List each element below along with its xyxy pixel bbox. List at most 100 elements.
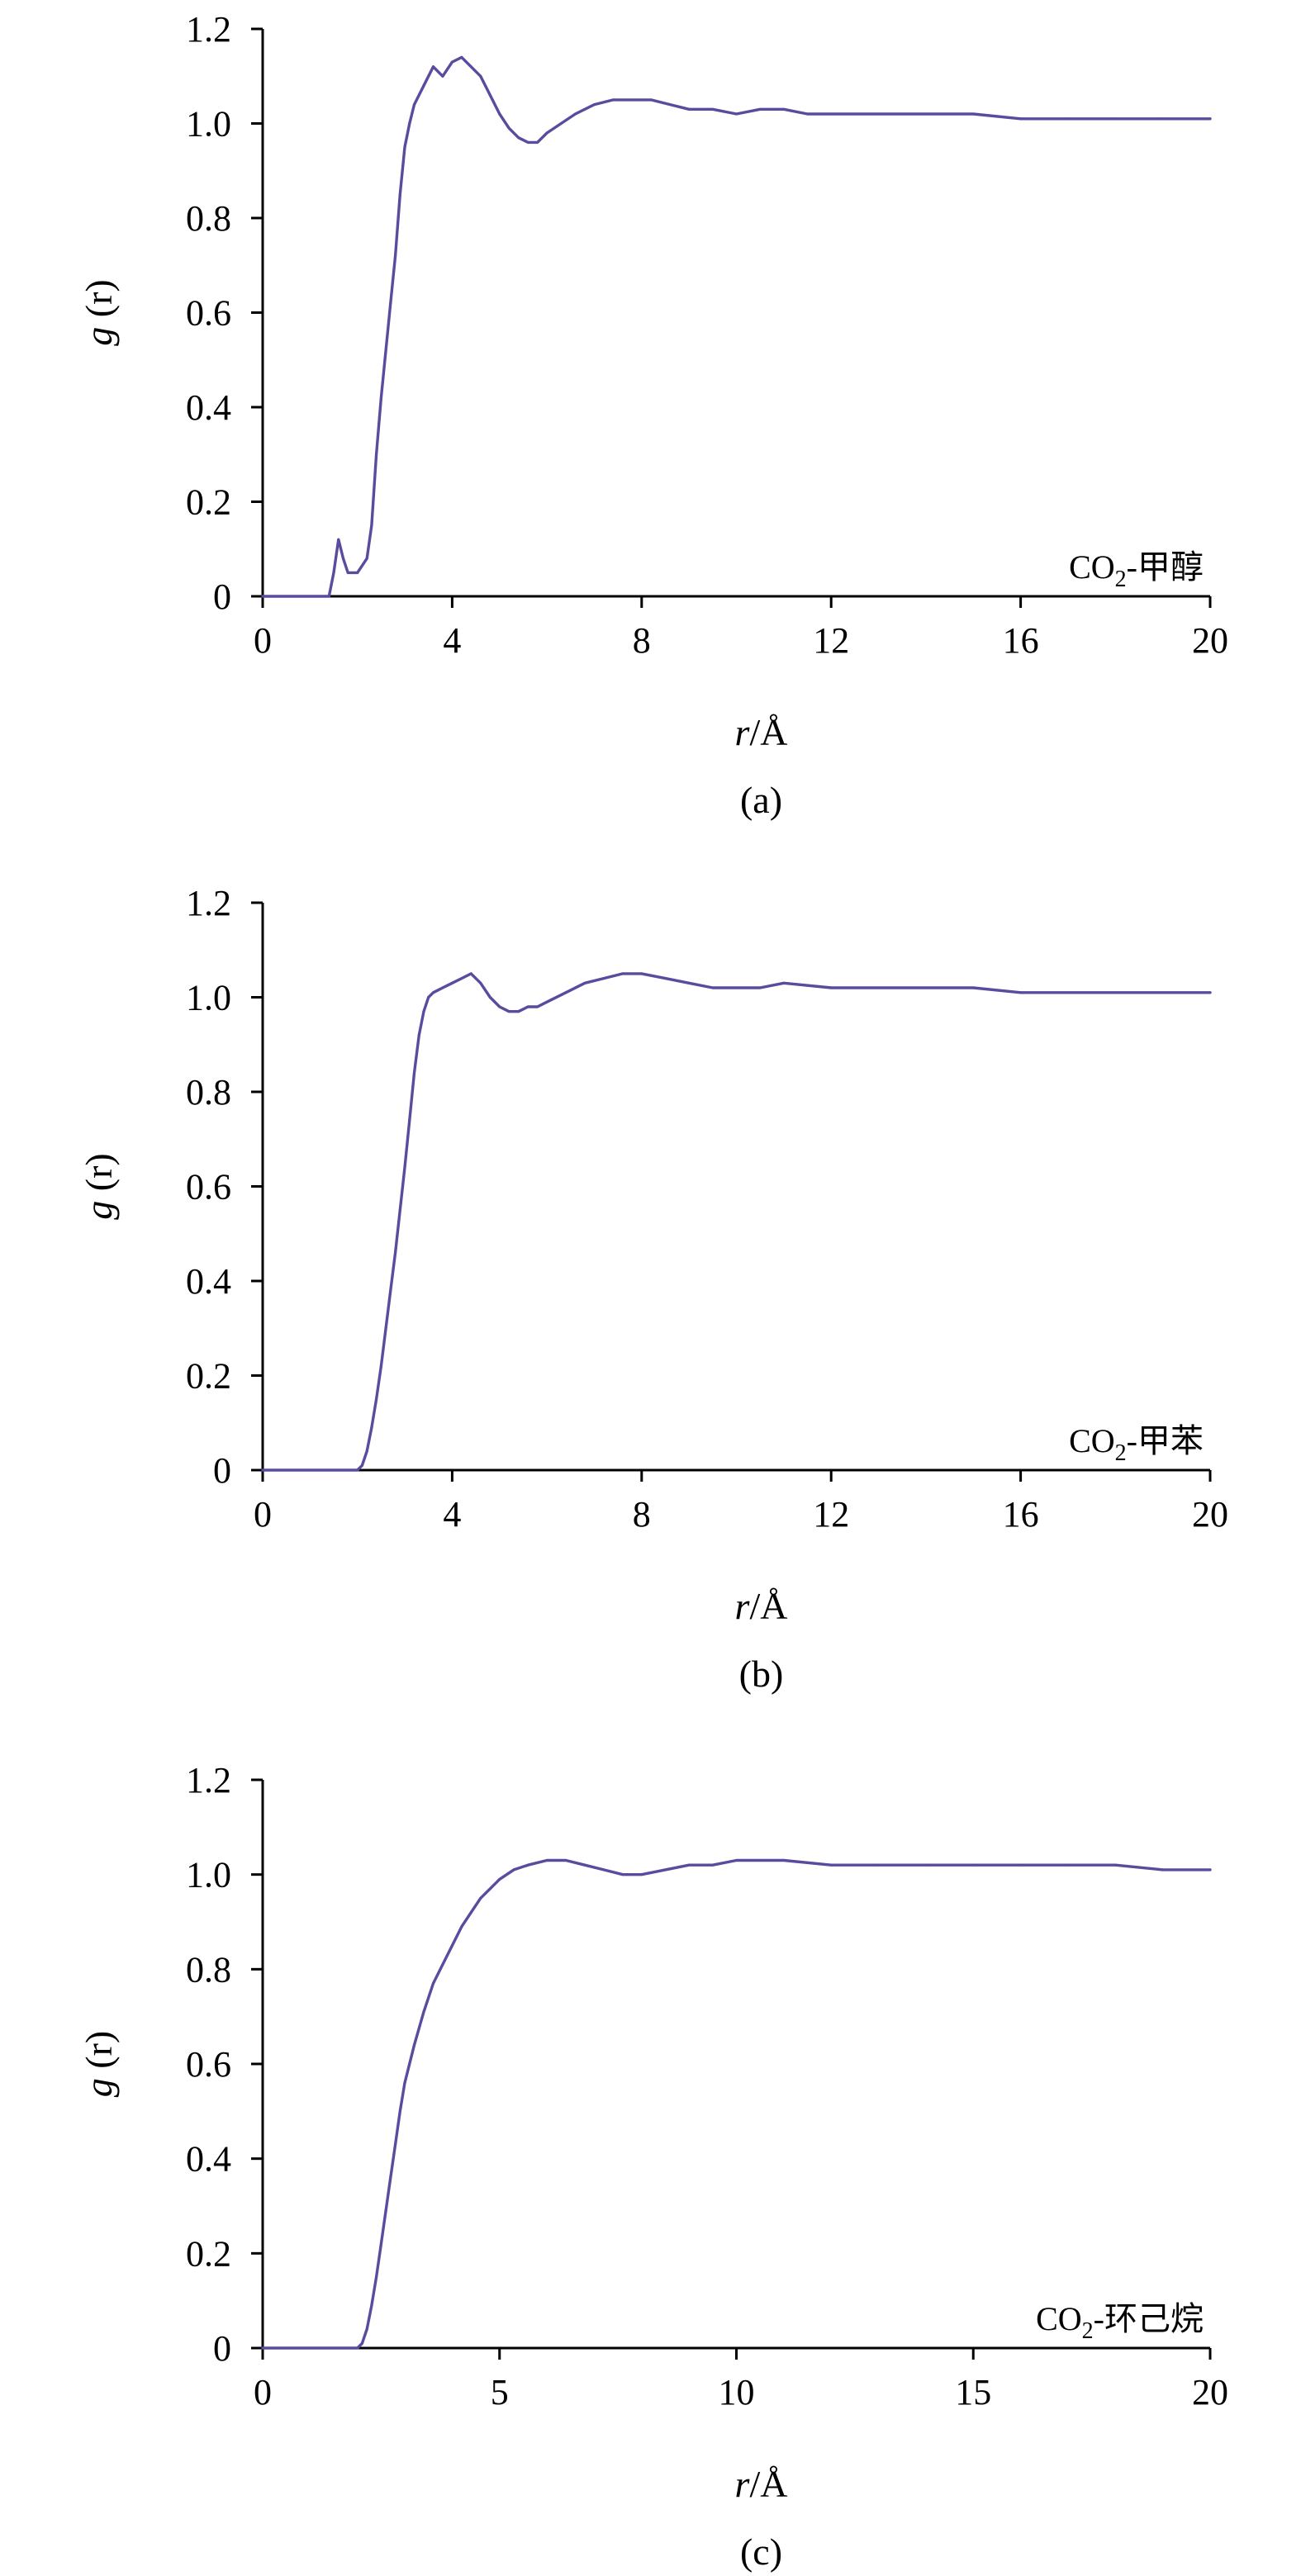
chart-a-data-point [332,571,335,574]
chart-c-data-point [460,1925,463,1928]
chart-b-data-point [758,986,762,989]
chart-b-data-point [602,977,605,980]
chart-a-data-point [971,112,975,116]
chart-c-data-point [829,1863,833,1867]
chart-b-data-point [332,1468,335,1472]
chart-b-data-point [379,1364,382,1368]
chart-c-x-axis-label-var: r [735,2463,751,2505]
chart-c-data-point [398,2109,401,2113]
chart-c-y-tick-label: 0.4 [186,2139,231,2180]
chart-a-data-point [308,595,311,598]
chart-b-data-point [460,977,463,980]
chart-c-data-point [663,1868,667,1872]
chart-c-y-tick-label: 1.2 [186,1760,231,1800]
chart-b-data-point [431,991,434,994]
chart-a-data-point [1161,117,1165,121]
chart-c-data-point [924,1863,928,1867]
chart-c-legend-main: CO [1036,2300,1082,2337]
chart-c-data-point [479,1896,482,1900]
chart-b-data-point [261,1468,264,1472]
chart-c-data-point [403,2081,406,2085]
chart-a-x-tick-label: 0 [254,620,272,661]
chart-c-x-axis-label-rest: /Å [749,2463,787,2505]
chart-a-y-tick-label: 0 [213,576,231,617]
chart-b-data-point [663,977,667,980]
chart-b-data-point [877,986,881,989]
chart-a-x-axis-label: r/Å [735,711,788,753]
chart-b-x-axis-label-var: r [735,1585,751,1627]
chart-b-legend-main: CO [1069,1422,1115,1459]
chart-a-y-tick-label: 1.0 [186,104,231,145]
chart-a-data-point [450,60,453,64]
chart-a-data-point [337,538,340,541]
chart-b-y-tick-label: 0.8 [186,1072,231,1112]
chart-a-data-point [668,103,672,107]
chart-a-data-point [408,122,411,125]
chart-b-data-point [583,981,586,984]
chart-a-data-point [806,112,810,116]
chart-c-x-tick-label: 15 [955,2372,991,2412]
chart-b-data-point [403,1166,406,1169]
chart-b-data-point [365,1449,368,1453]
chart-a-y-tick-label: 0.2 [186,482,231,523]
chart-a-x-tick-label: 4 [443,620,461,661]
chart-a-data-point [735,112,738,116]
chart-a-data-point [370,524,373,527]
chart-a-data-point [413,103,416,107]
chart-a-data-point [877,112,881,116]
chart-b-data-point [394,1251,397,1255]
chart-b-data-point [356,1468,359,1472]
chart-a-data-point [356,571,359,574]
chart-c-y-tick-label: 1.0 [186,1855,231,1895]
chart-a-data-point [592,103,596,107]
chart-c-data-point [379,2242,382,2246]
chart-a-data-point [375,453,378,456]
chart-b-y-tick-label: 0.2 [186,1356,231,1397]
chart-b-x-tick-label: 16 [1003,1494,1039,1535]
chart-a-data-point [479,74,482,78]
chart-a-data-point [630,98,634,102]
chart-c-data-point [488,1887,491,1890]
chart-a-x-axis-label-rest: /Å [749,711,787,753]
chart-b-caption: (b) [739,1653,784,1695]
chart-c-x-tick-label: 20 [1192,2372,1228,2412]
chart-c-data-point [394,2142,397,2146]
chart-c-data-point [332,2346,335,2350]
chart-a-x-tick-label: 20 [1192,620,1228,661]
chart-b-data-point [488,996,491,999]
chart-c-data-point [564,1858,567,1862]
chart-a-data-point [394,254,397,258]
chart-a-data-point [574,112,577,116]
chart-b-data-point [526,1005,529,1008]
chart-b-data-point [564,991,567,994]
chart-c-caption: (c) [740,2531,782,2573]
chart-a-y-tick-label: 0.8 [186,198,231,239]
chart-c-data-point [640,1873,643,1876]
chart-c-data-point [431,1982,434,1985]
chart-b-y-tick-label: 1.0 [186,978,231,1018]
chart-c-data-point [360,2341,363,2345]
chart-b-data-point [507,1010,510,1013]
chart-a-data-point [460,55,463,59]
chart-b-data-point [687,981,691,984]
chart-a-data-point [611,98,615,102]
chart-b-data-point [829,986,833,989]
chart-b-data-point [711,986,715,989]
chart-b-x-tick-label: 12 [813,1494,849,1535]
chart-a-data-point [924,112,928,116]
chart-c-y-tick-label: 0.2 [186,2233,231,2274]
chart-c-data-point [687,1863,691,1867]
chart-c-data-point [758,1858,762,1862]
chart-b-data-point [441,986,444,989]
chart-b-data-point [621,972,624,975]
chart-b-data-point [370,1426,373,1429]
chart-c-y-tick-label: 0.8 [186,1949,231,1990]
chart-c-x-tick-label: 0 [254,2372,272,2412]
chart-c-data-point [441,1963,444,1966]
chart-a-y-axis-label: g (r) [78,279,120,345]
chart-c-data-point [621,1873,624,1876]
chart-b-x-tick-label: 4 [443,1494,461,1535]
chart-a-data-point [517,136,520,140]
chart-b-data-point [1066,991,1070,994]
chart-c-data-point [602,1868,605,1872]
